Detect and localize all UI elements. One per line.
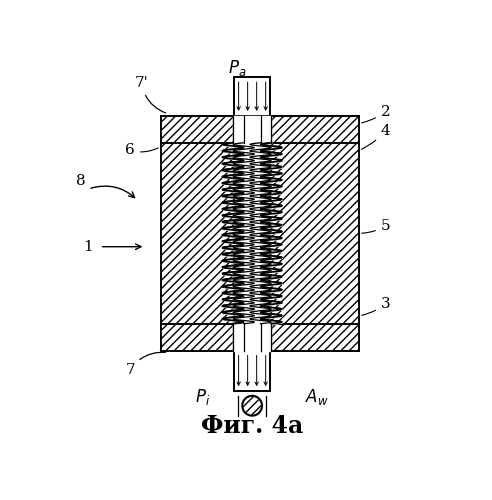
Bar xyxy=(161,116,359,143)
Bar xyxy=(161,324,359,350)
Text: 4: 4 xyxy=(362,124,391,150)
Text: $A_w$: $A_w$ xyxy=(305,387,329,407)
Text: 7: 7 xyxy=(125,352,165,377)
Bar xyxy=(161,116,359,350)
Bar xyxy=(161,116,359,143)
Text: $P_a$: $P_a$ xyxy=(228,58,246,78)
Text: 6: 6 xyxy=(125,144,158,158)
Circle shape xyxy=(243,396,261,415)
Bar xyxy=(234,78,270,116)
Text: 7': 7' xyxy=(135,76,166,113)
Text: 3: 3 xyxy=(362,298,391,316)
Bar xyxy=(234,350,270,391)
Text: 1: 1 xyxy=(83,240,93,254)
Text: Фиг. 4а: Фиг. 4а xyxy=(201,414,303,438)
Circle shape xyxy=(242,396,262,415)
Text: 2: 2 xyxy=(362,105,391,123)
Bar xyxy=(161,324,359,350)
Text: 8: 8 xyxy=(76,174,86,188)
Text: 5: 5 xyxy=(362,218,391,233)
Text: $P_i$: $P_i$ xyxy=(195,387,210,407)
Bar xyxy=(161,116,359,350)
